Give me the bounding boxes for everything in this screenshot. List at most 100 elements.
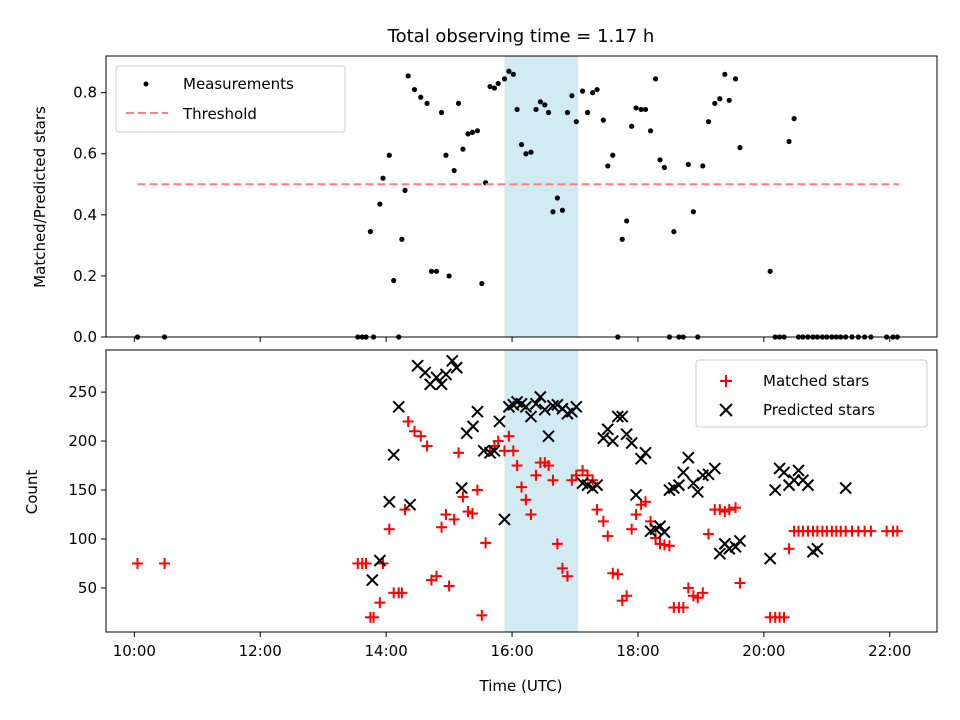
measurement-point xyxy=(377,201,383,207)
predicted-star-point xyxy=(546,399,560,413)
matched-star-point xyxy=(891,525,903,537)
predicted-star-point xyxy=(763,552,777,565)
predicted-star-point xyxy=(524,410,538,423)
measurement-point xyxy=(424,100,430,106)
measurement-point xyxy=(685,161,691,168)
measurement-point xyxy=(569,93,575,99)
measurement-point xyxy=(491,85,498,91)
predicted-star-point xyxy=(687,476,700,490)
predicted-star-point xyxy=(811,542,824,555)
matched-star-point xyxy=(360,557,372,569)
observing-window-band-bottom xyxy=(504,350,579,632)
predicted-star-point xyxy=(534,390,547,404)
measurement-point xyxy=(633,105,639,111)
measurement-point xyxy=(638,106,644,113)
matched-star-point xyxy=(443,580,455,592)
predicted-star-point xyxy=(792,464,805,477)
predicted-star-point xyxy=(625,436,638,450)
predicted-star-point xyxy=(634,452,648,465)
measurement-point xyxy=(652,76,659,82)
measurement-point xyxy=(579,88,586,94)
xtick-label: 16:00 xyxy=(490,642,533,660)
matched-star-point xyxy=(677,602,689,614)
measurement-point xyxy=(402,187,408,193)
matched-star-point xyxy=(530,469,542,481)
measurement-point xyxy=(506,68,512,74)
predicted-star-point xyxy=(488,444,501,458)
predicted-star-point xyxy=(601,423,614,436)
predicted-star-point xyxy=(801,478,815,492)
measurement-point xyxy=(443,152,449,158)
measurement-point xyxy=(465,131,471,137)
xtick-label: 10:00 xyxy=(113,642,156,660)
matched-star-point xyxy=(431,570,443,582)
predicted-star-point xyxy=(597,431,610,445)
measurement-point xyxy=(629,123,635,129)
matched-star-point xyxy=(457,491,469,503)
matched-star-point xyxy=(734,577,746,589)
legend-marker-measurements xyxy=(143,81,149,87)
matched-star-point xyxy=(577,464,589,476)
matched-star-point xyxy=(415,430,427,442)
matched-star-point xyxy=(520,494,532,506)
measurement-point xyxy=(594,86,600,93)
matched-star-point xyxy=(543,460,555,472)
measurement-point xyxy=(610,152,616,158)
legend-marker-matched xyxy=(720,375,732,387)
measurement-point xyxy=(455,100,462,106)
measurement-point xyxy=(732,76,739,82)
matched-star-point xyxy=(612,568,624,580)
measurement-point xyxy=(786,138,792,145)
top-y-axis-label: Matched/Predicted stars xyxy=(31,106,49,288)
matched-star-point xyxy=(368,611,380,623)
predicted-star-point xyxy=(616,410,629,423)
predicted-star-point xyxy=(653,520,667,533)
measurement-point xyxy=(495,80,501,87)
matched-star-point xyxy=(730,502,742,514)
measurement-point xyxy=(405,73,411,79)
measurement-point xyxy=(428,268,435,274)
measurement-point xyxy=(690,209,696,215)
matched-star-point xyxy=(511,460,523,472)
matched-star-point xyxy=(556,562,568,574)
legend-label-predicted: Predicted stars xyxy=(763,401,875,419)
predicted-star-point xyxy=(570,400,583,413)
predicted-star-point xyxy=(418,366,432,379)
predicted-star-point xyxy=(430,371,443,384)
measurement-point xyxy=(433,268,440,274)
measurement-point xyxy=(411,86,418,93)
matched-star-point xyxy=(682,582,694,594)
measurement-point xyxy=(367,229,374,235)
bottom-ytick-label: 250 xyxy=(68,383,97,401)
predicted-star-point xyxy=(691,485,704,499)
measurement-point xyxy=(518,141,525,148)
chart-title: Total observing time = 1.17 h xyxy=(387,26,655,47)
measurement-point xyxy=(647,128,654,134)
measurement-point xyxy=(523,151,529,157)
matched-star-point xyxy=(714,504,726,516)
measurement-point xyxy=(399,236,405,242)
measurement-point xyxy=(585,109,591,116)
measurement-point xyxy=(671,229,677,235)
measurement-point xyxy=(510,71,516,77)
measurement-point xyxy=(619,236,625,242)
measurement-point xyxy=(554,195,560,201)
measurement-point xyxy=(559,207,566,213)
predicted-star-point xyxy=(629,488,643,502)
matched-star-point xyxy=(621,590,633,602)
matched-star-point xyxy=(421,440,433,452)
predicted-star-point xyxy=(611,410,625,423)
measurement-point xyxy=(791,116,797,122)
top-ytick-label: 0.6 xyxy=(73,145,97,163)
measurement-point xyxy=(545,109,552,116)
bottom-y-axis-ticks: 50 100 150 200 250 xyxy=(68,383,106,597)
predicted-star-point xyxy=(677,466,690,479)
matched-star-point xyxy=(783,543,795,555)
matched-star-point xyxy=(159,557,171,569)
measurement-point xyxy=(418,94,424,100)
xtick-label: 14:00 xyxy=(365,642,408,660)
predicted-star-point xyxy=(708,462,721,475)
legend-marker-predicted xyxy=(719,403,733,417)
predicted-star-point xyxy=(542,429,555,443)
measurement-point xyxy=(726,97,732,103)
